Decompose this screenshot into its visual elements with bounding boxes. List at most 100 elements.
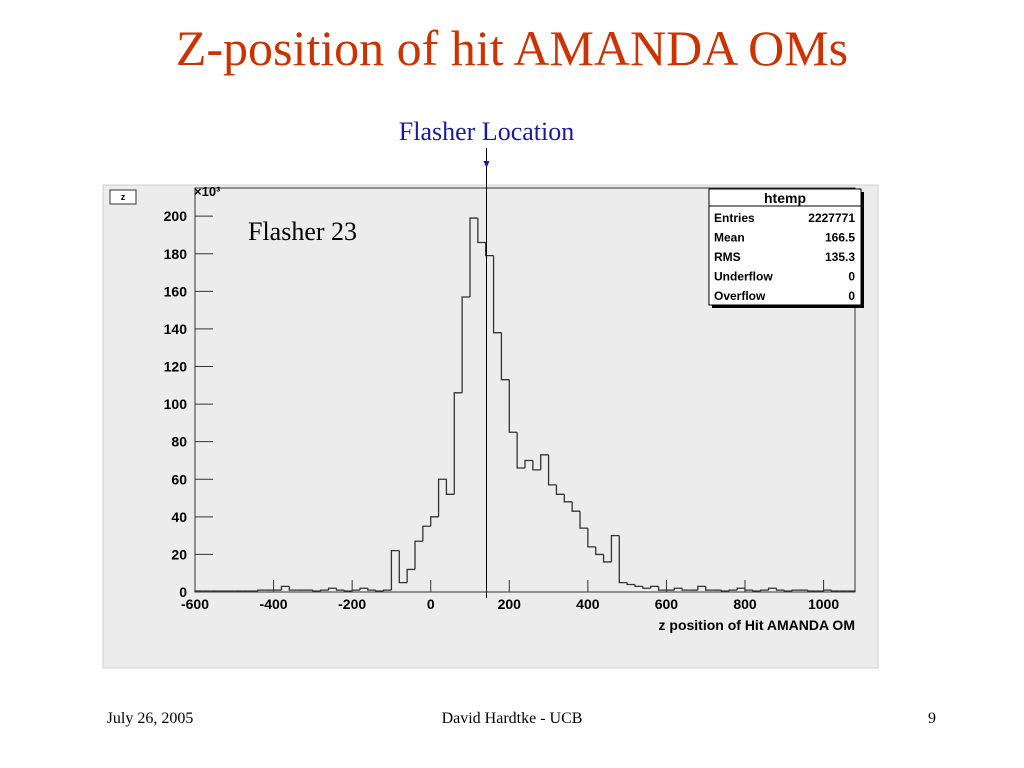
y-tick-label: 100 — [164, 396, 188, 412]
histogram-bin — [257, 589, 266, 592]
histogram-bin — [461, 296, 470, 393]
histogram-bin — [312, 590, 321, 592]
histogram-bin — [681, 588, 690, 591]
histogram-bin — [610, 534, 620, 562]
histogram-bin — [626, 582, 635, 586]
histogram-bin — [579, 511, 588, 529]
histogram-bin — [390, 550, 400, 591]
y-tick-label: 160 — [164, 283, 188, 299]
histogram-bin — [398, 550, 408, 584]
histogram-bin — [657, 586, 667, 591]
histogram-bin — [736, 587, 745, 591]
y-tick-label: 60 — [171, 471, 187, 487]
histogram-bin — [327, 587, 337, 591]
corner-tab-text: z — [121, 192, 126, 202]
histogram-bin — [775, 588, 785, 591]
histogram-bin — [595, 546, 604, 556]
histogram-bin — [477, 218, 486, 244]
stats-label: RMS — [714, 250, 741, 264]
y-tick-label: 180 — [164, 246, 188, 262]
histogram-bin — [406, 568, 415, 583]
footer-date: July 26, 2005 — [107, 710, 194, 727]
histogram-bin — [783, 590, 793, 592]
histogram-bin — [807, 590, 816, 592]
histogram-bin — [351, 589, 360, 592]
annotation: Flasher Location — [399, 117, 574, 146]
histogram-bin — [437, 478, 447, 517]
x-tick-label: 1000 — [808, 596, 839, 612]
histogram-bin — [673, 587, 683, 591]
histogram-bin — [359, 587, 368, 591]
histogram-bin — [508, 379, 518, 433]
histogram-bin — [194, 590, 203, 592]
annotation-arrow — [483, 161, 490, 168]
histogram-bin — [728, 589, 738, 592]
stats-value: 0 — [848, 289, 855, 303]
histogram-bin — [791, 589, 800, 592]
x-tick-label: -400 — [260, 596, 288, 612]
x-tick-label: 800 — [733, 596, 757, 612]
histogram-bin — [500, 332, 510, 381]
histogram-bin — [705, 586, 714, 591]
stats-label: Overflow — [714, 289, 766, 303]
x-tick-label: 200 — [498, 596, 522, 612]
histogram-bin — [524, 459, 533, 468]
histogram-bin — [847, 590, 856, 592]
footer-page: 9 — [928, 710, 936, 727]
histogram-bin — [343, 590, 353, 592]
histogram-bin — [335, 588, 345, 591]
stats-title: htemp — [764, 190, 806, 206]
histogram-bin — [760, 589, 769, 592]
histogram-bin — [445, 479, 455, 495]
histogram-bin — [532, 460, 541, 471]
x-tick-label: 600 — [655, 596, 679, 612]
histogram-bin — [414, 540, 423, 570]
histogram-bin — [492, 255, 502, 334]
stats-value: 0 — [848, 270, 855, 284]
x-tick-label: -600 — [181, 596, 209, 612]
histogram-bin — [485, 242, 494, 257]
x-axis-title: z position of Hit AMANDA OM — [659, 617, 856, 633]
x-tick-label: 0 — [427, 596, 435, 612]
stats-value: 2227771 — [808, 211, 855, 225]
corner-tab — [109, 189, 137, 205]
y-tick-label: 140 — [164, 321, 188, 337]
x-tick-label: 400 — [576, 596, 600, 612]
histogram-bin — [642, 586, 651, 589]
histogram-bin — [650, 585, 659, 589]
histogram-bin — [752, 590, 761, 592]
y-tick-label: 120 — [164, 359, 188, 375]
stats-box — [708, 188, 862, 306]
y-multiplier: ×10³ — [194, 184, 221, 199]
stats-label: Underflow — [714, 270, 773, 284]
histogram-bin — [367, 588, 376, 591]
histogram-bin — [744, 588, 753, 591]
histogram-bin — [375, 590, 384, 592]
histogram-bin — [320, 589, 329, 592]
y-tick-label: 0 — [179, 584, 187, 600]
plot-label: Flasher 23 — [248, 217, 357, 246]
y-tick-label: 80 — [171, 434, 187, 450]
histogram-bin — [555, 484, 565, 495]
stats-label: Mean — [714, 231, 745, 245]
histogram-bin — [587, 528, 596, 548]
stats-value: 135.3 — [825, 250, 855, 264]
stats-label: Entries — [714, 211, 755, 225]
histogram-bin — [382, 589, 392, 592]
histogram-bin — [540, 454, 549, 470]
stats-value: 166.5 — [825, 231, 855, 245]
histogram-bin — [618, 535, 628, 584]
histogram-bin — [822, 589, 832, 592]
histogram-bin — [288, 586, 298, 591]
histogram-bin — [767, 587, 777, 591]
histogram-bin — [547, 454, 557, 486]
histogram-bin — [602, 554, 612, 563]
histogram-bin — [634, 584, 643, 588]
slide-title: Z-position of hit AMANDA OMs — [176, 20, 848, 76]
histogram-bin — [720, 590, 730, 592]
histogram-bin — [453, 392, 463, 495]
histogram-bin — [563, 494, 573, 503]
footer-author: David Hardtke - UCB — [442, 710, 583, 727]
x-tick-label: -200 — [338, 596, 366, 612]
histogram-bin — [571, 501, 580, 512]
